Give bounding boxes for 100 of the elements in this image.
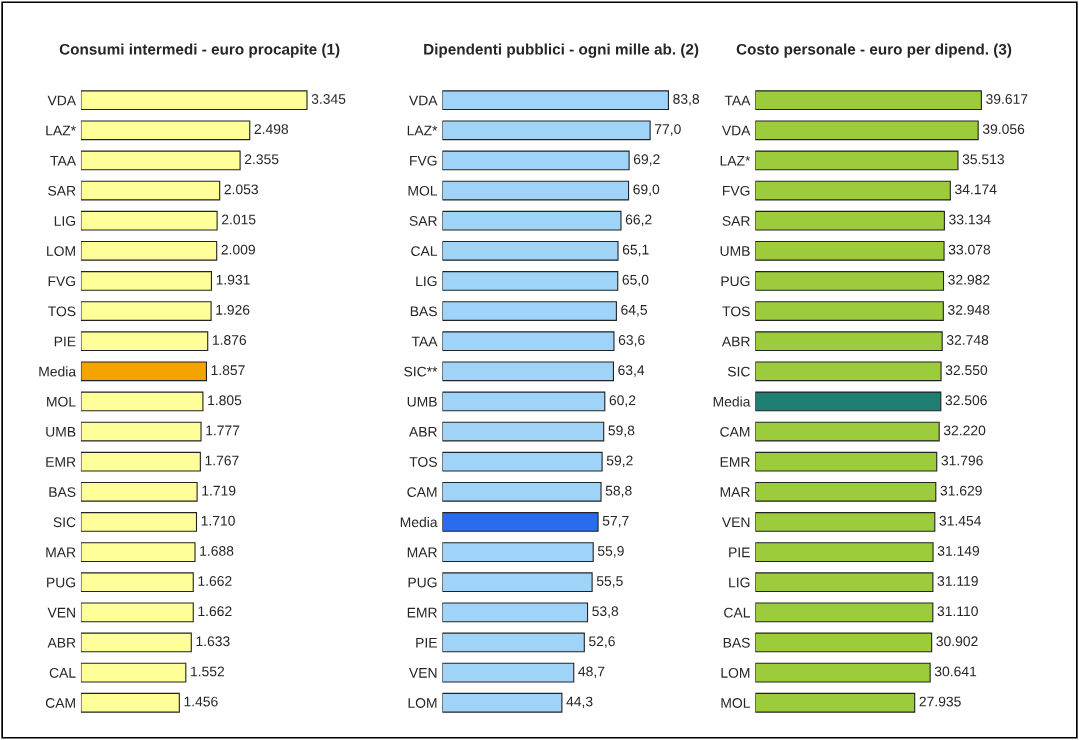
data-label: 69,0 — [633, 184, 660, 196]
bar — [80, 90, 308, 111]
bar — [442, 120, 651, 141]
data-label: 3.345 — [311, 94, 346, 104]
data-label: 55,9 — [597, 545, 624, 558]
bar — [442, 180, 630, 201]
data-label: 63,6 — [618, 335, 645, 347]
bar — [755, 150, 959, 171]
data-label: 1.456 — [184, 696, 218, 707]
data-label: 1.662 — [198, 576, 232, 586]
data-label: 1.857 — [211, 365, 245, 376]
bar — [755, 512, 936, 532]
y-tick-label: UMB — [720, 246, 750, 256]
bar — [755, 271, 945, 291]
bar — [80, 331, 209, 352]
bar — [442, 692, 563, 713]
chart-title: Dipendenti pubblici - ogni mille ab. (2) — [424, 43, 699, 58]
bar — [442, 391, 606, 412]
y-tick-label: PUG — [408, 577, 437, 588]
data-label: 1.777 — [206, 425, 240, 436]
data-label: 32.982 — [948, 274, 990, 285]
y-tick-label: CAM — [407, 487, 437, 498]
y-tick-label: MOL — [721, 698, 750, 708]
bar — [442, 301, 617, 321]
y-tick-label: TAA — [411, 336, 438, 347]
bar — [755, 120, 979, 141]
y-tick-label: ABR — [47, 637, 76, 648]
data-label: 2.498 — [254, 124, 289, 135]
y-tick-label: LIG — [416, 276, 437, 287]
data-label: 31.119 — [937, 576, 978, 586]
chart-title: Costo personale - euro per dipend. (3) — [736, 43, 1012, 58]
bar — [755, 451, 938, 472]
y-tick-label: PIE — [729, 547, 750, 558]
data-label: 48,7 — [578, 666, 605, 678]
data-label: 69,2 — [633, 154, 660, 166]
bar — [755, 240, 945, 261]
data-label: 65,1 — [622, 244, 649, 257]
data-label: 31.454 — [939, 515, 982, 526]
bar — [80, 240, 218, 261]
y-tick-label: MAR — [407, 547, 437, 558]
y-tick-label: EMR — [407, 607, 437, 618]
bar — [80, 271, 212, 291]
y-tick-label: PUG — [721, 276, 750, 287]
bar — [755, 90, 982, 111]
bar — [755, 421, 940, 442]
y-tick-label: ABR — [409, 427, 437, 437]
bar — [755, 331, 943, 352]
y-tick-label: CAL — [49, 667, 76, 678]
data-label: 35.513 — [962, 154, 1004, 165]
bar — [80, 451, 201, 472]
y-tick-label: UMB — [46, 427, 76, 437]
y-tick-label: MOL — [408, 185, 438, 196]
y-tick-label: Media — [39, 366, 77, 377]
data-label: 60,2 — [609, 395, 636, 407]
y-tick-label: CAL — [411, 246, 438, 256]
bar — [80, 572, 194, 593]
data-label: 1.767 — [205, 455, 239, 466]
data-label: 66,2 — [625, 214, 652, 227]
data-label: 1.926 — [216, 304, 250, 315]
y-tick-label: LOM — [721, 667, 750, 678]
y-tick-label: LOM — [47, 246, 75, 256]
data-label: 2.009 — [221, 244, 255, 255]
bar — [80, 662, 187, 683]
bar — [442, 602, 589, 623]
bar — [755, 180, 951, 201]
bar — [80, 421, 202, 442]
y-tick-label: BAS — [49, 487, 76, 498]
y-tick-label: LIG — [54, 216, 76, 226]
bar — [442, 361, 614, 382]
data-label: 32.550 — [945, 365, 988, 376]
data-label: 55,5 — [596, 576, 623, 588]
data-label: 32.506 — [945, 395, 987, 406]
chart-title: Consumi intermedi - euro procapite (1) — [59, 43, 340, 58]
bar — [442, 271, 619, 291]
y-tick-label: PUG — [47, 577, 76, 588]
y-tick-label: SAR — [409, 216, 437, 226]
y-tick-label: SAR — [48, 185, 76, 196]
y-tick-label: Media — [713, 396, 751, 407]
data-label: 39.056 — [982, 124, 1025, 135]
bar — [442, 632, 585, 653]
data-label: 39.617 — [986, 94, 1028, 104]
bar — [442, 572, 593, 593]
data-label: 32.948 — [948, 304, 990, 315]
data-label: 65,0 — [622, 274, 649, 287]
bar — [80, 632, 192, 653]
data-label: 59,8 — [608, 425, 635, 437]
bar — [755, 542, 934, 562]
data-label: 1.719 — [202, 485, 236, 496]
bar — [442, 451, 603, 472]
bar — [80, 210, 218, 231]
data-label: 57,7 — [602, 516, 629, 528]
data-label: 31.149 — [937, 545, 980, 556]
y-tick-label: MAR — [720, 487, 750, 497]
bar — [80, 512, 198, 532]
bar — [442, 240, 619, 261]
data-label: 63,4 — [618, 365, 645, 377]
y-tick-label: SIC — [53, 517, 76, 528]
bar — [755, 632, 933, 653]
data-label: 52,6 — [589, 636, 615, 648]
data-label: 64,5 — [621, 304, 648, 317]
